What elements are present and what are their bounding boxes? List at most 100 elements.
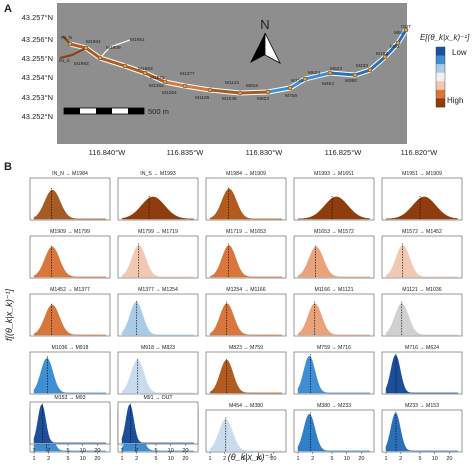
scale-bar-label: 500 m: [148, 107, 169, 116]
tributary-in-s: [59, 47, 87, 59]
x-tick-label: 10: [168, 448, 174, 454]
map-y-tick: 43.255°N: [22, 54, 53, 63]
x-tick-label: 1: [208, 456, 211, 462]
panel-b-label: B: [4, 161, 12, 173]
point-marker: [287, 85, 293, 91]
point-marker: [265, 89, 271, 95]
point-label: M93: [390, 44, 400, 50]
point-label: IN_N: [61, 35, 72, 41]
density-panel: M1377 → M1254: [117, 287, 199, 337]
point-label: M91: [394, 30, 404, 36]
point-marker: [382, 54, 388, 60]
density-curve: [121, 359, 194, 394]
x-tick-label: 10: [80, 456, 86, 462]
density-curve: [209, 245, 282, 278]
point-label: M380: [345, 78, 357, 84]
density-panel: M91 → OUT 1 2 5 10 20: [117, 395, 199, 454]
point-marker: [97, 55, 103, 61]
x-tick-label: 10: [168, 456, 174, 462]
density-panel-title: M1572 → M1452: [402, 229, 442, 235]
point-marker: [207, 87, 213, 93]
density-panel: M153 → M93 1 2 5 10 20: [29, 395, 111, 454]
north-label: N: [260, 17, 269, 32]
x-tick-label: 1: [120, 448, 123, 454]
x-tick-label: 2: [135, 448, 138, 454]
density-curve: [297, 414, 370, 452]
point-label: M759: [285, 93, 297, 99]
density-panel-title: M1984 → M1909: [226, 171, 266, 177]
panel-b-y-axis-label: f[(θ_k|x_k)⁻¹]: [4, 289, 14, 341]
map-x-axis: 116.840°W 116.835°W 116.830°W 116.825°W …: [89, 148, 439, 157]
density-panel: M1719 → M1653: [205, 229, 287, 279]
density-panel: M1166 → M1121: [293, 287, 375, 337]
density-curve: [297, 246, 370, 278]
density-curve: [33, 189, 106, 220]
density-panel: M1993 → M1651: [293, 171, 375, 221]
stream-segment-lower: [267, 71, 331, 94]
point-marker: [67, 41, 73, 47]
point-label: OUT: [401, 24, 411, 30]
density-curve: [385, 354, 458, 394]
x-tick-label: 20: [182, 448, 188, 454]
point-marker: [352, 72, 358, 78]
map-x-tick: 116.835°W: [167, 148, 205, 157]
point-marker: [142, 70, 148, 76]
x-tick-label: 1: [296, 456, 299, 462]
density-panel: M233 → M153 1 2 5 10 20: [381, 403, 463, 462]
x-tick-label: 10: [432, 456, 438, 462]
density-curve: [121, 404, 194, 444]
density-curve: [209, 419, 282, 452]
density-panel-title: IN_S → M1993: [140, 171, 176, 177]
leader-line: [99, 39, 131, 59]
map-y-tick: 43.253°N: [22, 93, 53, 102]
legend-color-step: [436, 98, 445, 108]
density-panel: M1121 → M1036: [381, 287, 463, 337]
density-curve: [121, 196, 195, 220]
x-tick-label: 1: [384, 456, 387, 462]
map-y-tick: 43.256°N: [22, 35, 53, 44]
x-tick-label: 20: [182, 456, 188, 462]
map-y-axis: 43.257°N 43.256°N 43.255°N 43.254°N 43.2…: [22, 13, 53, 121]
density-panel: M1452 → M1377: [29, 287, 111, 337]
density-panel: M759 → M716: [293, 345, 375, 395]
map-y-tick: 43.252°N: [22, 112, 53, 121]
x-tick-label: 2: [47, 456, 50, 462]
density-curve: [209, 359, 282, 394]
x-tick-label: 5: [67, 456, 70, 462]
density-grid: IN_N → M1984 IN_S → M1993 M1984 → M1909 M19…: [29, 171, 463, 462]
density-panel: M716 → M624: [381, 345, 463, 395]
density-panel-title: M1166 → M1121: [314, 287, 353, 293]
density-panel: M1653 → M1572: [293, 229, 375, 279]
point-marker: [122, 63, 128, 69]
legend-color-step: [436, 72, 445, 82]
density-panel-title: M759 → M716: [317, 345, 351, 351]
density-panel: M454 → M380 1 2 5 10 20: [205, 403, 287, 462]
legend-color-step: [436, 64, 445, 74]
density-panel-title: M918 → M823: [141, 345, 175, 351]
point-marker: [83, 45, 89, 51]
density-panel-title: M1254 → M1166: [226, 287, 266, 293]
point-label: M523: [330, 66, 342, 72]
map-y-tick: 43.254°N: [22, 73, 53, 82]
x-tick-label: 5: [67, 448, 70, 454]
x-tick-label: 1: [32, 456, 35, 462]
legend-color-step: [436, 81, 445, 91]
map-y-tick: 43.257°N: [22, 13, 53, 22]
density-panel-title: M1377 → M1254: [138, 287, 178, 293]
density-panel-title: M233 → M153: [405, 403, 439, 409]
point-label: M1951: [130, 37, 145, 43]
point-label: M1653: [138, 66, 153, 72]
legend-color-step: [436, 89, 445, 99]
density-curve: [385, 196, 459, 220]
density-curve: [33, 246, 106, 278]
density-curve: [297, 356, 370, 394]
color-legend: E[(θ_k|x_k)⁻¹] Low High: [420, 33, 470, 108]
x-tick-label: 1: [120, 456, 123, 462]
point-label: M823: [257, 96, 269, 102]
density-panel-title: M823 → M759: [229, 345, 263, 351]
panel-a-label: A: [4, 3, 12, 15]
point-label: IN_S: [59, 58, 70, 64]
x-tick-label: 10: [344, 456, 350, 462]
density-panel-title: M1719 → M1653: [226, 229, 266, 235]
density-panel-title: M380 → M233: [317, 403, 351, 409]
